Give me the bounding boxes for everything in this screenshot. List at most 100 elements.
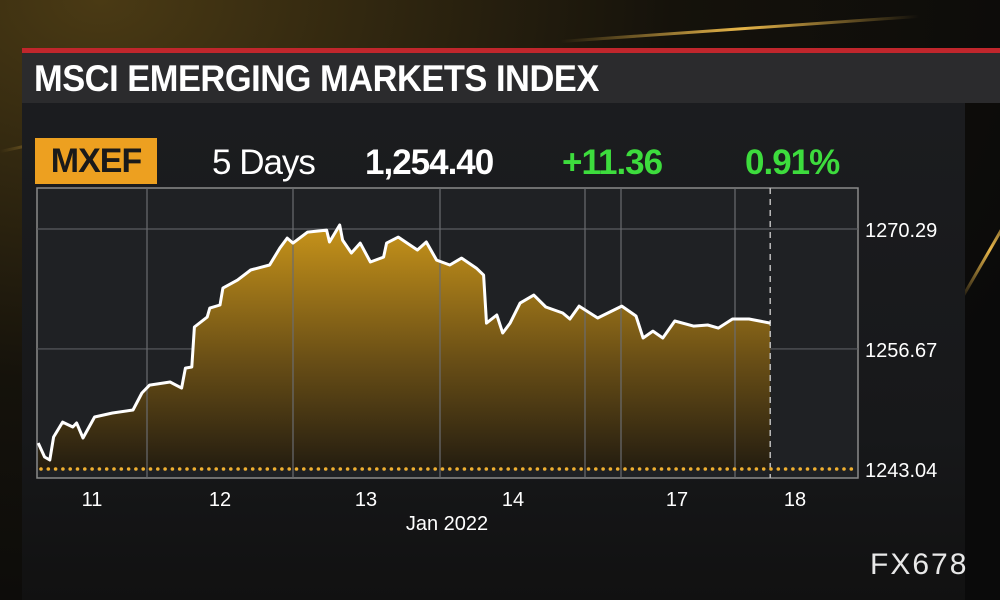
baseline-dot <box>199 467 204 471</box>
x-tick-label: 13 <box>355 489 377 511</box>
baseline-dot <box>586 467 591 471</box>
baseline-dot <box>718 467 722 471</box>
baseline-dot <box>521 467 525 471</box>
x-tick-label: 11 <box>82 489 103 511</box>
baseline-dot <box>360 467 365 471</box>
baseline-dot <box>353 467 357 471</box>
y-tick-label: 1256.67 <box>865 340 937 362</box>
baseline-dot <box>338 467 343 471</box>
baseline-dot <box>236 467 240 471</box>
baseline-dot <box>550 467 554 471</box>
baseline-dot <box>375 467 379 471</box>
x-axis-label: Jan 2022 <box>406 513 488 535</box>
baseline-dot <box>177 467 182 471</box>
baseline-dot <box>645 467 649 471</box>
baseline-dot <box>192 467 197 471</box>
baseline-dot <box>83 467 87 471</box>
baseline-dot <box>46 467 51 471</box>
baseline-dot <box>433 467 438 471</box>
baseline-dot <box>462 467 467 471</box>
baseline-dot <box>798 467 802 471</box>
baseline-dot <box>97 467 102 471</box>
baseline-dot <box>331 467 335 471</box>
x-tick-label: 18 <box>784 489 806 511</box>
last-price: 1,254.40 <box>365 143 494 182</box>
baseline-dot <box>280 467 284 471</box>
ticker-badge: MXEF <box>35 138 157 184</box>
period-label: 5 Days <box>212 143 316 182</box>
baseline-dot <box>652 467 656 471</box>
baseline-dot <box>316 467 321 471</box>
baseline-dot <box>440 467 445 471</box>
baseline-dot <box>367 467 372 471</box>
baseline-dot <box>667 467 671 471</box>
baseline-dot <box>834 467 839 471</box>
baseline-dot <box>243 467 248 471</box>
baseline-dot <box>119 467 124 471</box>
baseline-dot <box>469 467 474 471</box>
baseline-dot <box>842 467 846 471</box>
baseline-dot <box>323 467 328 471</box>
baseline-dot <box>221 467 226 471</box>
baseline-dot <box>309 467 313 471</box>
baseline-dot <box>90 467 94 471</box>
baseline-dot <box>448 467 452 471</box>
baseline-dot <box>674 467 678 471</box>
baseline-dot <box>688 467 693 471</box>
baseline-dot <box>681 467 686 471</box>
baseline-dot <box>637 467 642 471</box>
baseline-dot <box>389 467 394 471</box>
baseline-dot <box>805 467 810 471</box>
baseline-dot <box>725 467 729 471</box>
baseline-dot <box>601 467 605 471</box>
baseline-dot <box>769 467 773 471</box>
baseline-dot <box>53 467 58 471</box>
baseline-dot <box>696 467 700 471</box>
baseline-dot <box>579 467 583 471</box>
baseline-dot <box>703 467 708 471</box>
baseline-dot <box>776 467 781 471</box>
baseline-dot <box>542 467 547 471</box>
baseline-dot <box>615 467 620 471</box>
baseline-dot <box>75 467 80 471</box>
baseline-dot <box>141 467 145 471</box>
x-tick-label: 17 <box>666 489 688 511</box>
y-tick-label: 1270.29 <box>865 220 937 242</box>
baseline-dot <box>827 467 832 471</box>
baseline-dot <box>207 467 211 471</box>
baseline-dot <box>229 467 233 471</box>
baseline-dot <box>594 467 598 471</box>
baseline-dot <box>491 467 496 471</box>
baseline-dot <box>528 467 532 471</box>
baseline-dot <box>258 467 262 471</box>
baseline-dot <box>396 467 401 471</box>
chart-title: MSCI EMERGING MARKETS INDEX <box>34 58 599 99</box>
baseline-dot <box>302 467 306 471</box>
baseline-dot <box>170 467 175 471</box>
baseline-dot <box>287 467 292 471</box>
baseline-dot <box>426 467 430 471</box>
baseline-dot <box>506 467 511 471</box>
baseline-dot <box>477 467 481 471</box>
baseline-dot <box>134 467 138 471</box>
baseline-dot <box>345 467 350 471</box>
title-bar <box>22 48 1000 103</box>
baseline-dot <box>564 467 569 471</box>
baseline-dot <box>61 467 65 471</box>
baseline-dot <box>484 467 489 471</box>
baseline-dot <box>623 467 627 471</box>
baseline-dot <box>499 467 503 471</box>
net-change: +11.36 <box>562 143 663 182</box>
baseline-dot <box>608 467 613 471</box>
baseline-dot <box>404 467 408 471</box>
baseline-dot <box>820 467 824 471</box>
baseline-dot <box>68 467 72 471</box>
baseline-dot <box>710 467 715 471</box>
price-area <box>38 225 771 469</box>
baseline-dot <box>754 467 759 471</box>
baseline-dot <box>747 467 751 471</box>
baseline-dot <box>630 467 635 471</box>
baseline-dot <box>791 467 795 471</box>
baseline-dot <box>112 467 116 471</box>
